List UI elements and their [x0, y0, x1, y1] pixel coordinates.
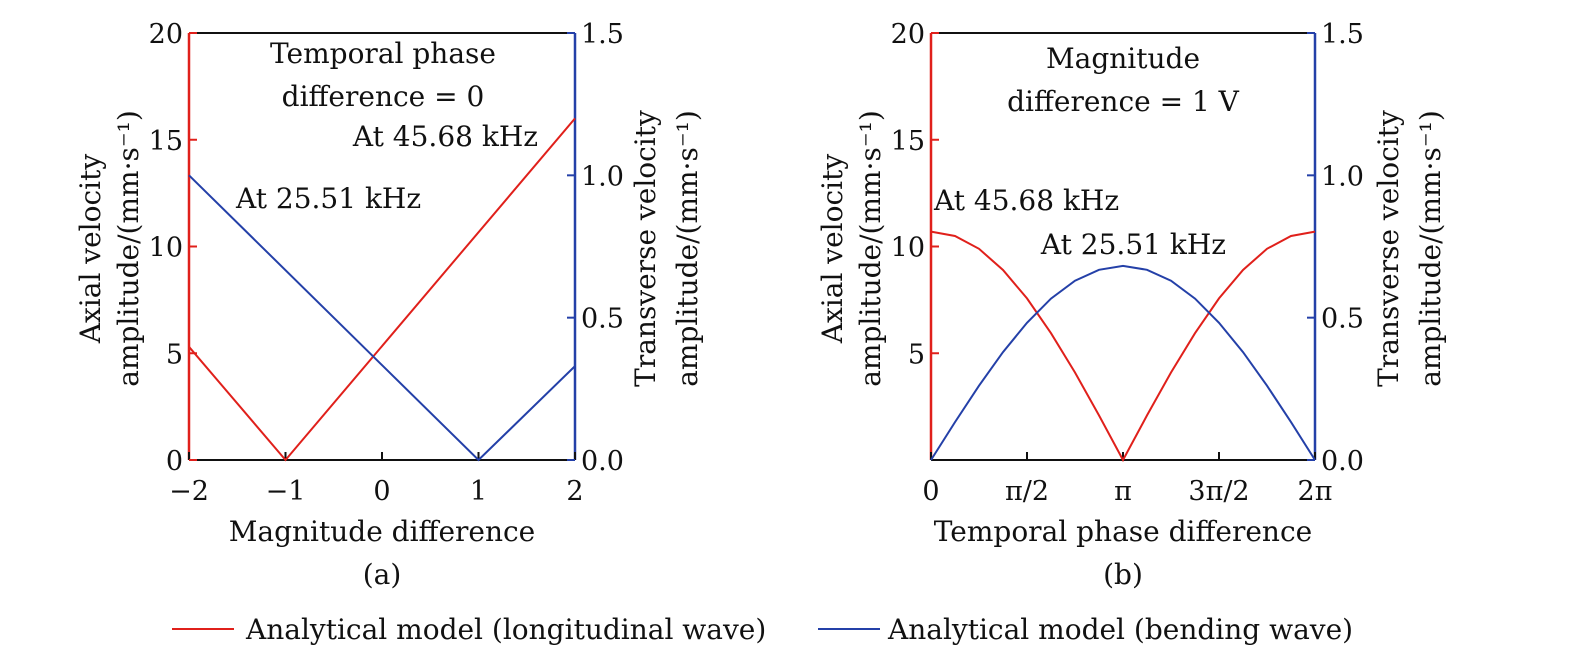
left-y-tick-label: 10 — [891, 233, 925, 264]
series-line-longitudinal — [188, 117, 576, 462]
annotation: Magnitude — [1046, 42, 1200, 75]
annotation: At 25.51 kHz — [1040, 228, 1226, 261]
left-y-axis-title: amplitude/(mm·s⁻¹) — [112, 110, 145, 387]
series-line-bending — [188, 174, 576, 462]
series-line-longitudinal — [930, 230, 1316, 463]
left-y-tick-label: 0 — [166, 446, 183, 477]
left-y-axis-title: amplitude/(mm·s⁻¹) — [854, 110, 887, 387]
legend: Analytical model (longitudinal wave) Anal… — [172, 613, 1353, 646]
right-y-tick-label: 1.5 — [581, 19, 624, 50]
x-tick-label: 0 — [373, 476, 390, 507]
x-axis-title: Temporal phase difference — [934, 515, 1312, 548]
left-y-axis-title: Axial velocity — [816, 154, 849, 345]
annotation: At 45.68 kHz — [933, 184, 1119, 217]
annotation: difference = 1 V — [1007, 85, 1240, 118]
left-y-tick-label: 20 — [149, 19, 183, 50]
panel-label: (b) — [1103, 558, 1143, 591]
x-tick-label: −2 — [169, 476, 209, 507]
left-y-tick-label: 5 — [166, 339, 183, 370]
x-tick-label: 2 — [566, 476, 583, 507]
left-y-tick-label: 20 — [891, 19, 925, 50]
right-y-tick-label: 0.5 — [1321, 304, 1364, 335]
series-line-bending — [930, 264, 1316, 461]
x-tick-label: −1 — [266, 476, 306, 507]
left-y-axis-title: Axial velocity — [74, 154, 107, 345]
right-y-tick-label: 0.0 — [581, 446, 624, 477]
right-y-tick-label: 1.5 — [1321, 19, 1364, 50]
x-axis-title: Magnitude difference — [229, 515, 536, 548]
right-y-axis-title: amplitude/(mm·s⁻¹) — [671, 110, 704, 387]
x-tick-label: π — [1114, 476, 1132, 507]
x-tick-label: 1 — [470, 476, 487, 507]
left-y-tick-label: 10 — [149, 233, 183, 264]
panel-label: (a) — [363, 558, 402, 591]
annotation: At 45.68 kHz — [352, 120, 538, 153]
left-y-tick-label: 5 — [908, 339, 925, 370]
annotation: Temporal phase — [270, 37, 496, 70]
right-y-axis-title: amplitude/(mm·s⁻¹) — [1414, 110, 1447, 387]
left-y-tick-label: 15 — [891, 126, 925, 157]
right-y-axis-title: Transverse velocity — [1372, 110, 1405, 387]
right-y-tick-label: 1.0 — [581, 161, 624, 192]
x-tick-label: 0 — [922, 476, 939, 507]
x-tick-label: 2π — [1298, 476, 1333, 507]
left-y-tick-label: 15 — [149, 126, 183, 157]
right-y-tick-label: 1.0 — [1321, 161, 1364, 192]
right-y-axis-title: Transverse velocity — [629, 110, 662, 387]
x-tick-label: π/2 — [1005, 476, 1049, 507]
annotation: difference = 0 — [282, 80, 485, 113]
legend-label: Analytical model (bending wave) — [887, 613, 1353, 646]
chart-panel-b: 0 π/2 π 3π/2 2π 5 10 15 20 0.0 0.5 1.0 1.5 Axial velo… — [816, 19, 1447, 591]
annotation: At 25.51 kHz — [235, 182, 421, 215]
right-y-tick-label: 0.0 — [1321, 446, 1364, 477]
x-tick-label: 3π/2 — [1188, 476, 1249, 507]
right-y-tick-label: 0.5 — [581, 304, 624, 335]
legend-label: Analytical model (longitudinal wave) — [245, 613, 766, 646]
